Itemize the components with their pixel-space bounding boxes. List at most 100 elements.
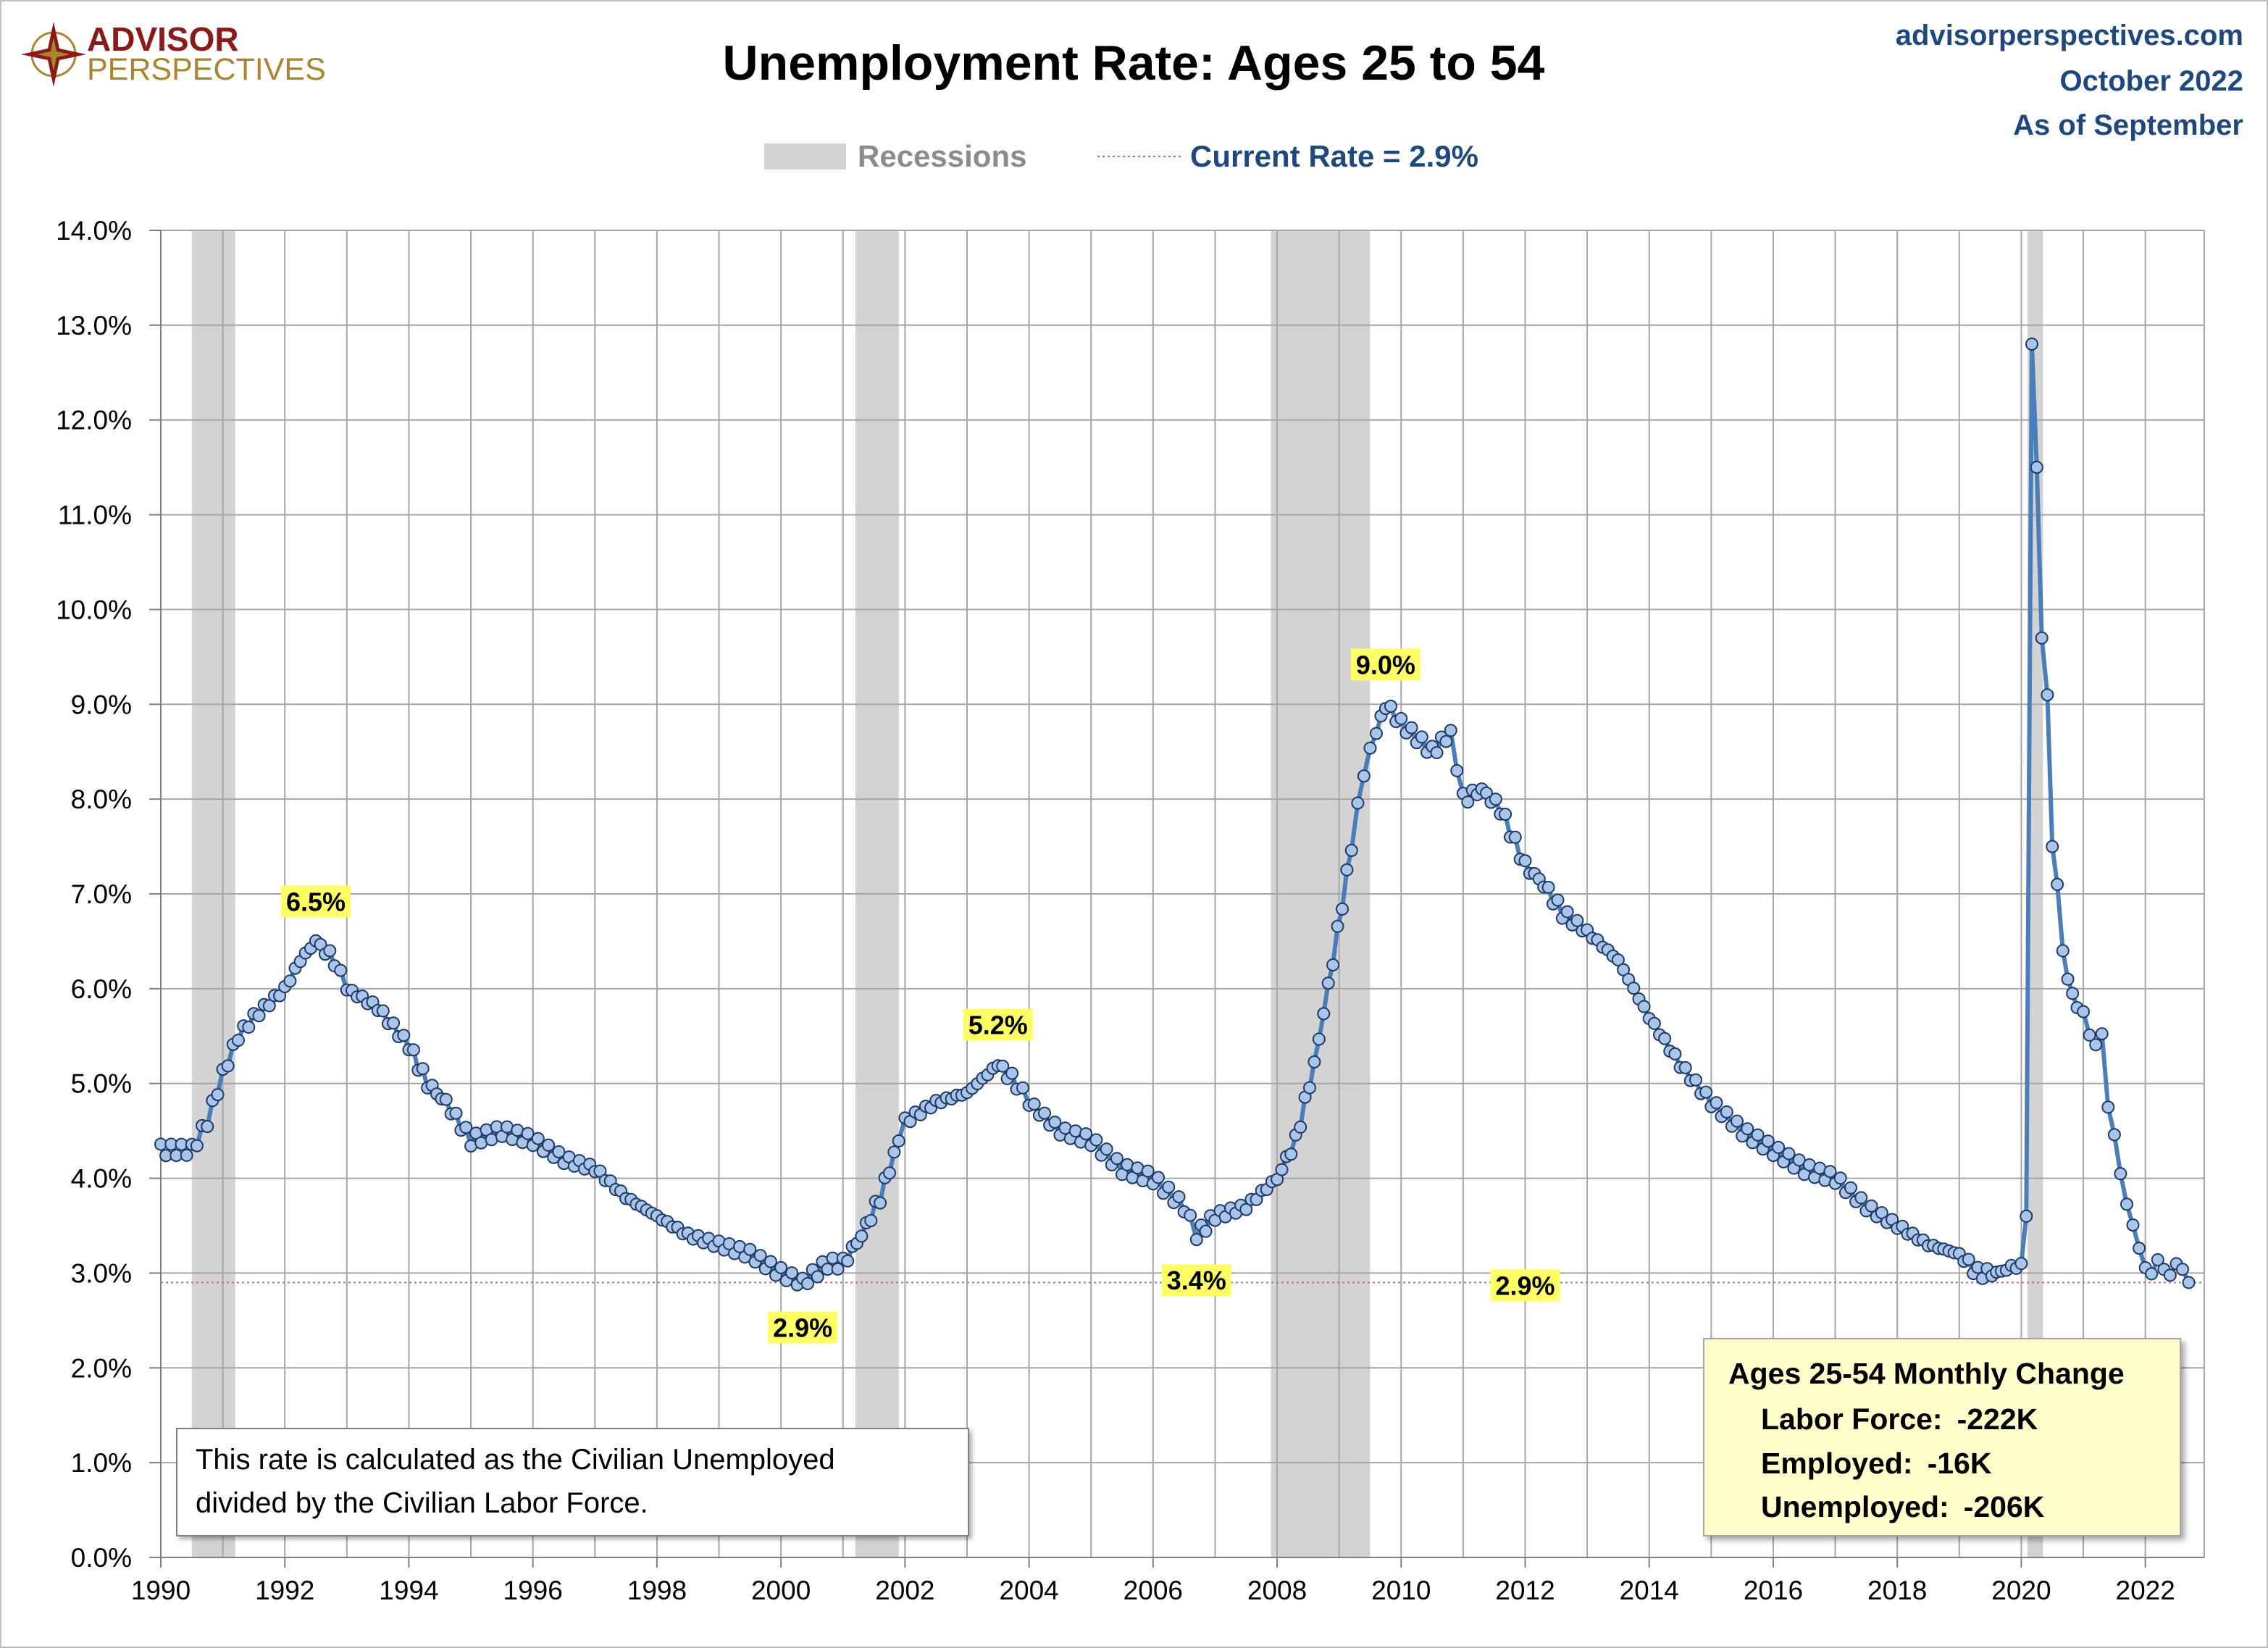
data-point bbox=[2089, 1038, 2103, 1052]
data-point bbox=[1823, 1165, 1837, 1179]
data-point bbox=[252, 1009, 266, 1023]
data-point bbox=[1152, 1171, 1165, 1184]
data-point bbox=[1079, 1127, 1093, 1141]
data-point bbox=[1317, 1007, 1331, 1021]
data-point bbox=[841, 1254, 855, 1268]
monthly-change-box: Ages 25-54 Monthly Change Labor Force: -2… bbox=[1703, 1338, 2181, 1536]
data-point bbox=[1792, 1153, 1806, 1167]
compass-rose-icon bbox=[21, 22, 86, 87]
callout: 2.9% bbox=[768, 1311, 838, 1344]
data-point bbox=[2107, 1128, 2121, 1142]
data-point bbox=[242, 1021, 256, 1034]
data-point bbox=[1508, 830, 1522, 844]
data-point bbox=[1344, 843, 1358, 857]
source-as-of: As of September bbox=[2013, 109, 2243, 141]
data-point bbox=[2120, 1197, 2133, 1211]
change-row-value: -16K bbox=[1928, 1447, 1992, 1480]
data-point bbox=[2020, 1209, 2033, 1223]
callout-label: 6.5% bbox=[286, 887, 346, 916]
source-site: advisorperspectives.com bbox=[1896, 20, 2243, 51]
legend-recessions-label: Recessions bbox=[858, 139, 1026, 173]
x-tick-label: 1996 bbox=[503, 1576, 563, 1605]
data-point bbox=[1312, 1032, 1326, 1046]
x-tick-label: 2014 bbox=[1620, 1576, 1679, 1605]
callout-bg bbox=[281, 885, 351, 918]
data-point bbox=[1405, 721, 1418, 735]
data-point bbox=[864, 1214, 878, 1227]
change-box-title: Ages 25-54 Monthly Change bbox=[1728, 1357, 2125, 1390]
callout: 9.0% bbox=[1350, 648, 1420, 681]
x-tick-label: 2000 bbox=[751, 1576, 811, 1605]
data-point bbox=[1027, 1097, 1041, 1111]
data-point bbox=[2176, 1263, 2189, 1276]
data-point bbox=[221, 1059, 235, 1073]
x-tick-label: 1992 bbox=[255, 1576, 314, 1605]
data-point bbox=[2046, 840, 2059, 853]
data-point bbox=[323, 944, 337, 958]
data-point bbox=[1444, 724, 1457, 737]
data-point bbox=[2041, 688, 2054, 702]
data-point bbox=[1370, 727, 1383, 740]
callout-bg bbox=[1490, 1269, 1560, 1302]
data-point bbox=[2035, 631, 2049, 645]
data-point bbox=[262, 999, 276, 1013]
data-point bbox=[376, 1004, 390, 1018]
data-point bbox=[1100, 1142, 1113, 1156]
data-point bbox=[1363, 741, 1377, 755]
data-point bbox=[2114, 1167, 2127, 1181]
callout: 5.2% bbox=[963, 1008, 1033, 1041]
x-tick-label: 1994 bbox=[379, 1576, 438, 1605]
data-point bbox=[1678, 1061, 1692, 1074]
y-tick-label: 13.0% bbox=[56, 311, 132, 340]
callout: 2.9% bbox=[1490, 1269, 1560, 1302]
x-axis: 1990 1992 1994 1996 1998 2000 2002 2004 2006 2008… bbox=[131, 1557, 2175, 1605]
x-tick-label: 2002 bbox=[875, 1576, 934, 1605]
y-tick-label: 10.0% bbox=[56, 595, 132, 624]
data-point bbox=[1611, 953, 1625, 967]
data-point bbox=[1321, 976, 1335, 990]
y-tick-label: 6.0% bbox=[71, 974, 132, 1004]
data-point bbox=[1720, 1105, 1733, 1118]
data-point bbox=[1689, 1073, 1702, 1087]
data-point bbox=[1110, 1152, 1123, 1166]
data-point bbox=[2145, 1267, 2159, 1281]
callout-label: 2.9% bbox=[773, 1313, 832, 1343]
data-point bbox=[1357, 769, 1371, 783]
legend: Recessions Current Rate = 2.9% bbox=[764, 139, 1478, 173]
y-tick-label: 0.0% bbox=[71, 1543, 132, 1573]
x-tick-label: 2006 bbox=[1123, 1576, 1183, 1605]
data-point bbox=[1833, 1171, 1847, 1185]
y-tick-label: 2.0% bbox=[71, 1353, 132, 1383]
legend-current-label: Current Rate = 2.9% bbox=[1190, 139, 1478, 173]
y-tick-label: 5.0% bbox=[71, 1069, 132, 1099]
data-point bbox=[1962, 1252, 1975, 1266]
data-point bbox=[1854, 1191, 1868, 1205]
data-point bbox=[1751, 1128, 1765, 1142]
data-point bbox=[1499, 808, 1512, 821]
data-point bbox=[439, 1092, 453, 1106]
y-tick-label: 14.0% bbox=[56, 216, 132, 246]
callouts: 6.5% 2.9% 5.2% 3.4% 9.0% 2.9% bbox=[281, 648, 1560, 1344]
data-point bbox=[1307, 1055, 1321, 1068]
advisor-perspectives-logo: ADVISOR PERSPECTIVES bbox=[21, 20, 326, 87]
data-point bbox=[1189, 1233, 1203, 1247]
data-point bbox=[1782, 1147, 1796, 1160]
data-point bbox=[2133, 1242, 2146, 1255]
change-row-label: Labor Force: bbox=[1761, 1402, 1943, 1436]
legend-recession-swatch bbox=[764, 143, 846, 170]
data-point bbox=[416, 1062, 430, 1076]
callout-label: 2.9% bbox=[1495, 1271, 1554, 1301]
logo-line2: PERSPECTIVES bbox=[87, 52, 326, 87]
y-tick-label: 3.0% bbox=[71, 1258, 132, 1288]
data-point bbox=[2014, 1257, 2028, 1271]
data-point bbox=[883, 1166, 896, 1180]
data-point bbox=[811, 1270, 824, 1284]
x-tick-label: 2004 bbox=[999, 1576, 1058, 1605]
callout-bg bbox=[768, 1311, 838, 1344]
data-point bbox=[1326, 958, 1340, 971]
change-row-label: Employed: bbox=[1761, 1447, 1913, 1480]
y-tick-label: 4.0% bbox=[71, 1164, 132, 1194]
data-point bbox=[892, 1134, 905, 1147]
data-point bbox=[211, 1088, 225, 1102]
data-point bbox=[1844, 1181, 1857, 1195]
